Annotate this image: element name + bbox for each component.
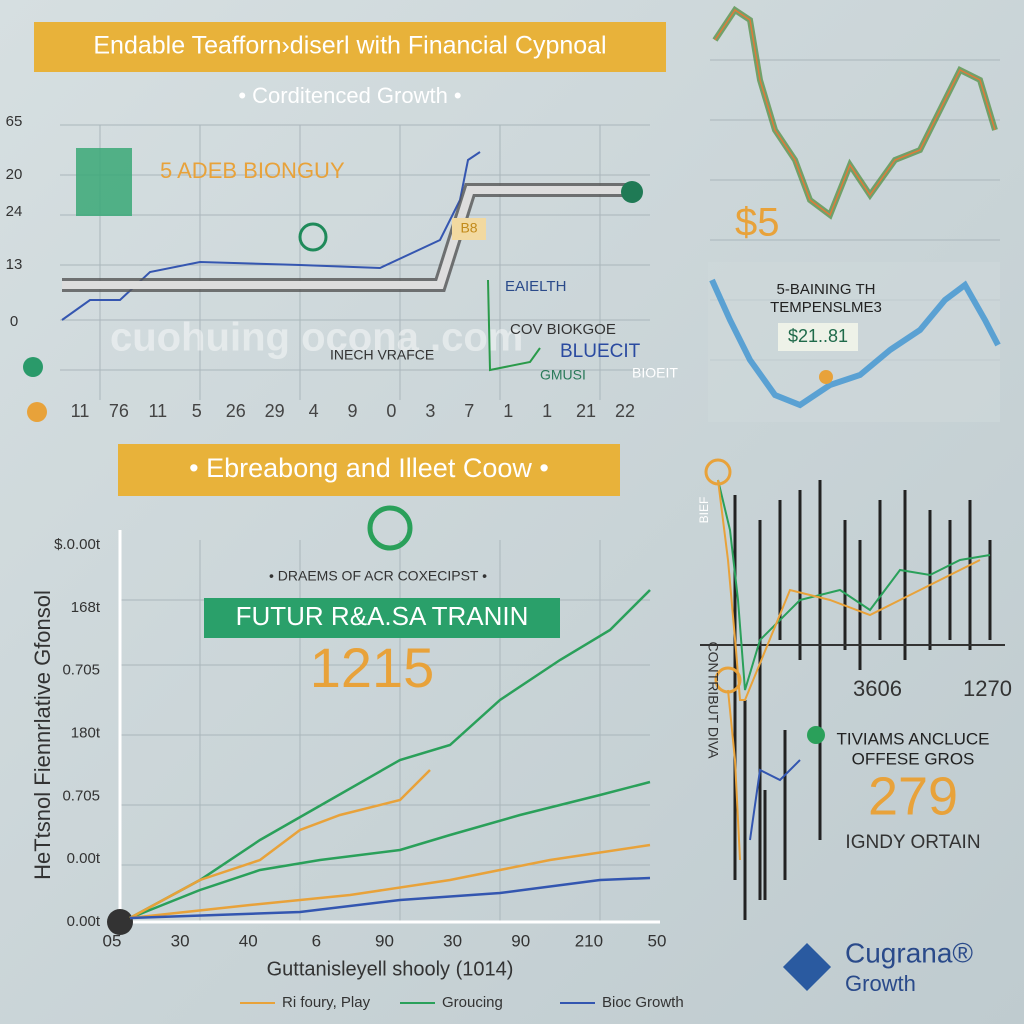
x-tick-label: 5 [192, 401, 202, 421]
x-tick-label: 90 [511, 931, 530, 950]
x-tick-label: 50 [648, 931, 667, 950]
x-tick-label: 210 [575, 931, 603, 950]
x-tick-label: 21 [576, 401, 596, 421]
marker-icon [298, 222, 328, 252]
banner [34, 22, 666, 72]
x-tick-label: 29 [265, 401, 285, 421]
trend-line [61, 151, 481, 321]
tag: FUTUR R&A.SA TRANIN [236, 601, 529, 631]
label: INECH VRAFCE [330, 347, 434, 363]
x-tick-label: 4 [309, 401, 319, 421]
x-tick-label: 3 [425, 401, 435, 421]
marker-box [452, 218, 486, 240]
top-y-ticks: 65 20 24 13 0 [6, 113, 23, 330]
caption: 5-BAINING TH [777, 281, 876, 298]
top-grid [60, 124, 650, 400]
x-tick-label: 26 [226, 401, 246, 421]
banner-title: • Ebreabong and Illeet Coow • [189, 453, 549, 483]
side-label: BIEF [697, 497, 711, 524]
y-tick-label: 0.705 [62, 787, 100, 804]
accent-line [487, 279, 541, 372]
x-tick-label: 7 [464, 401, 474, 421]
logo-mark [782, 942, 832, 992]
label: BIOEIT [632, 365, 678, 381]
badge-text: 5 ADEB BIONGUY [160, 158, 345, 183]
x-tick-label: 22 [615, 401, 635, 421]
y-tick-label: 0.00t [67, 913, 101, 930]
badge-icon [76, 148, 132, 216]
footer: IGNDY ORTAIN [845, 832, 980, 853]
caption: TIVIAMS ANCLUCE [836, 729, 989, 748]
top-x-ticks: 11 76 11 5 26 29 4 9 0 3 7 1 1 21 22 [71, 401, 635, 421]
legend-label: Bioc Growth [602, 994, 684, 1011]
legend: Ri foury, Play Groucing Bioc Growth [240, 994, 684, 1011]
x-tick-label: 90 [375, 931, 394, 950]
x-tick-label: 6 [312, 931, 321, 950]
banner [118, 444, 620, 496]
subtitle: • Corditenced Growth • [238, 83, 461, 108]
x-tick-label: 30 [443, 931, 462, 950]
caption: OFFESE GROS [852, 749, 975, 768]
side-label: CONTRIBUT DIVA [705, 642, 721, 760]
label: BLUECIT [560, 341, 641, 362]
x-axis-label: Guttanisleyell shooly (1014) [267, 958, 514, 980]
x-tick-label: 11 [71, 401, 90, 421]
big-number: 1215 [310, 636, 435, 699]
banner-title: Endable Teafforn›diserl with Financial C… [93, 32, 606, 60]
y-tick-label: $.0.00t [54, 536, 101, 553]
x-tick-label: 05 [103, 931, 122, 950]
main-x-ticks: 05 30 40 6 90 30 90 210 50 [103, 931, 667, 950]
amount: $5 [735, 201, 780, 245]
marker-dot [621, 181, 643, 203]
x-tick-label: 76 [109, 401, 129, 421]
price: $21..81 [788, 326, 848, 346]
tag-box [204, 598, 560, 638]
price-box [778, 323, 858, 351]
icon [27, 402, 47, 422]
y-tick-label: 0.705 [62, 662, 100, 679]
y-tick-label: 0 [10, 313, 18, 330]
y-tick-label: 65 [6, 113, 23, 130]
main-y-ticks: $.0.00t 168t 0.705 180t 0.705 0.00t 0.00t [54, 536, 101, 930]
x-tick-label: 0 [386, 401, 396, 421]
y-tick-label: 180t [71, 724, 101, 741]
note: • DRAEMS OF ACR COXECIPST • [269, 568, 487, 584]
x-tick-label: 40 [239, 931, 258, 950]
x-tick-label: 11 [149, 401, 168, 421]
y-tick-label: 24 [6, 203, 23, 220]
tick-label: 3606 [853, 676, 902, 701]
watermark: cuohuing ocona .com [110, 316, 523, 360]
x-tick-label: 1 [542, 401, 552, 421]
main-grid [107, 505, 660, 935]
y-tick-label: 0.00t [67, 850, 101, 867]
y-tick-label: 13 [6, 256, 23, 273]
big-number: 279 [868, 766, 958, 826]
label: EAIELTH [505, 278, 566, 295]
y-axis-label: HeTtsnol Fiennrlative Gfonsol [30, 590, 55, 880]
label: COV BIOKGOE [510, 321, 616, 338]
x-tick-label: 30 [171, 931, 190, 950]
marker-label: B8 [460, 220, 477, 236]
label: GMUSI [540, 367, 586, 383]
y-tick-label: 168t [71, 599, 101, 616]
caption: TEMPENSLME3 [770, 299, 882, 316]
right-bottom-bars [700, 458, 1005, 920]
x-tick-label: 1 [503, 401, 513, 421]
icon [23, 357, 43, 377]
legend-label: Ri foury, Play [282, 994, 371, 1011]
x-tick-label: 9 [347, 401, 357, 421]
y-tick-label: 20 [6, 166, 23, 183]
logo-name: Cugrana® [845, 937, 973, 968]
logo-tagline: Growth [845, 971, 916, 996]
legend-label: Groucing [442, 994, 503, 1011]
tick-label: 1270 [963, 676, 1012, 701]
